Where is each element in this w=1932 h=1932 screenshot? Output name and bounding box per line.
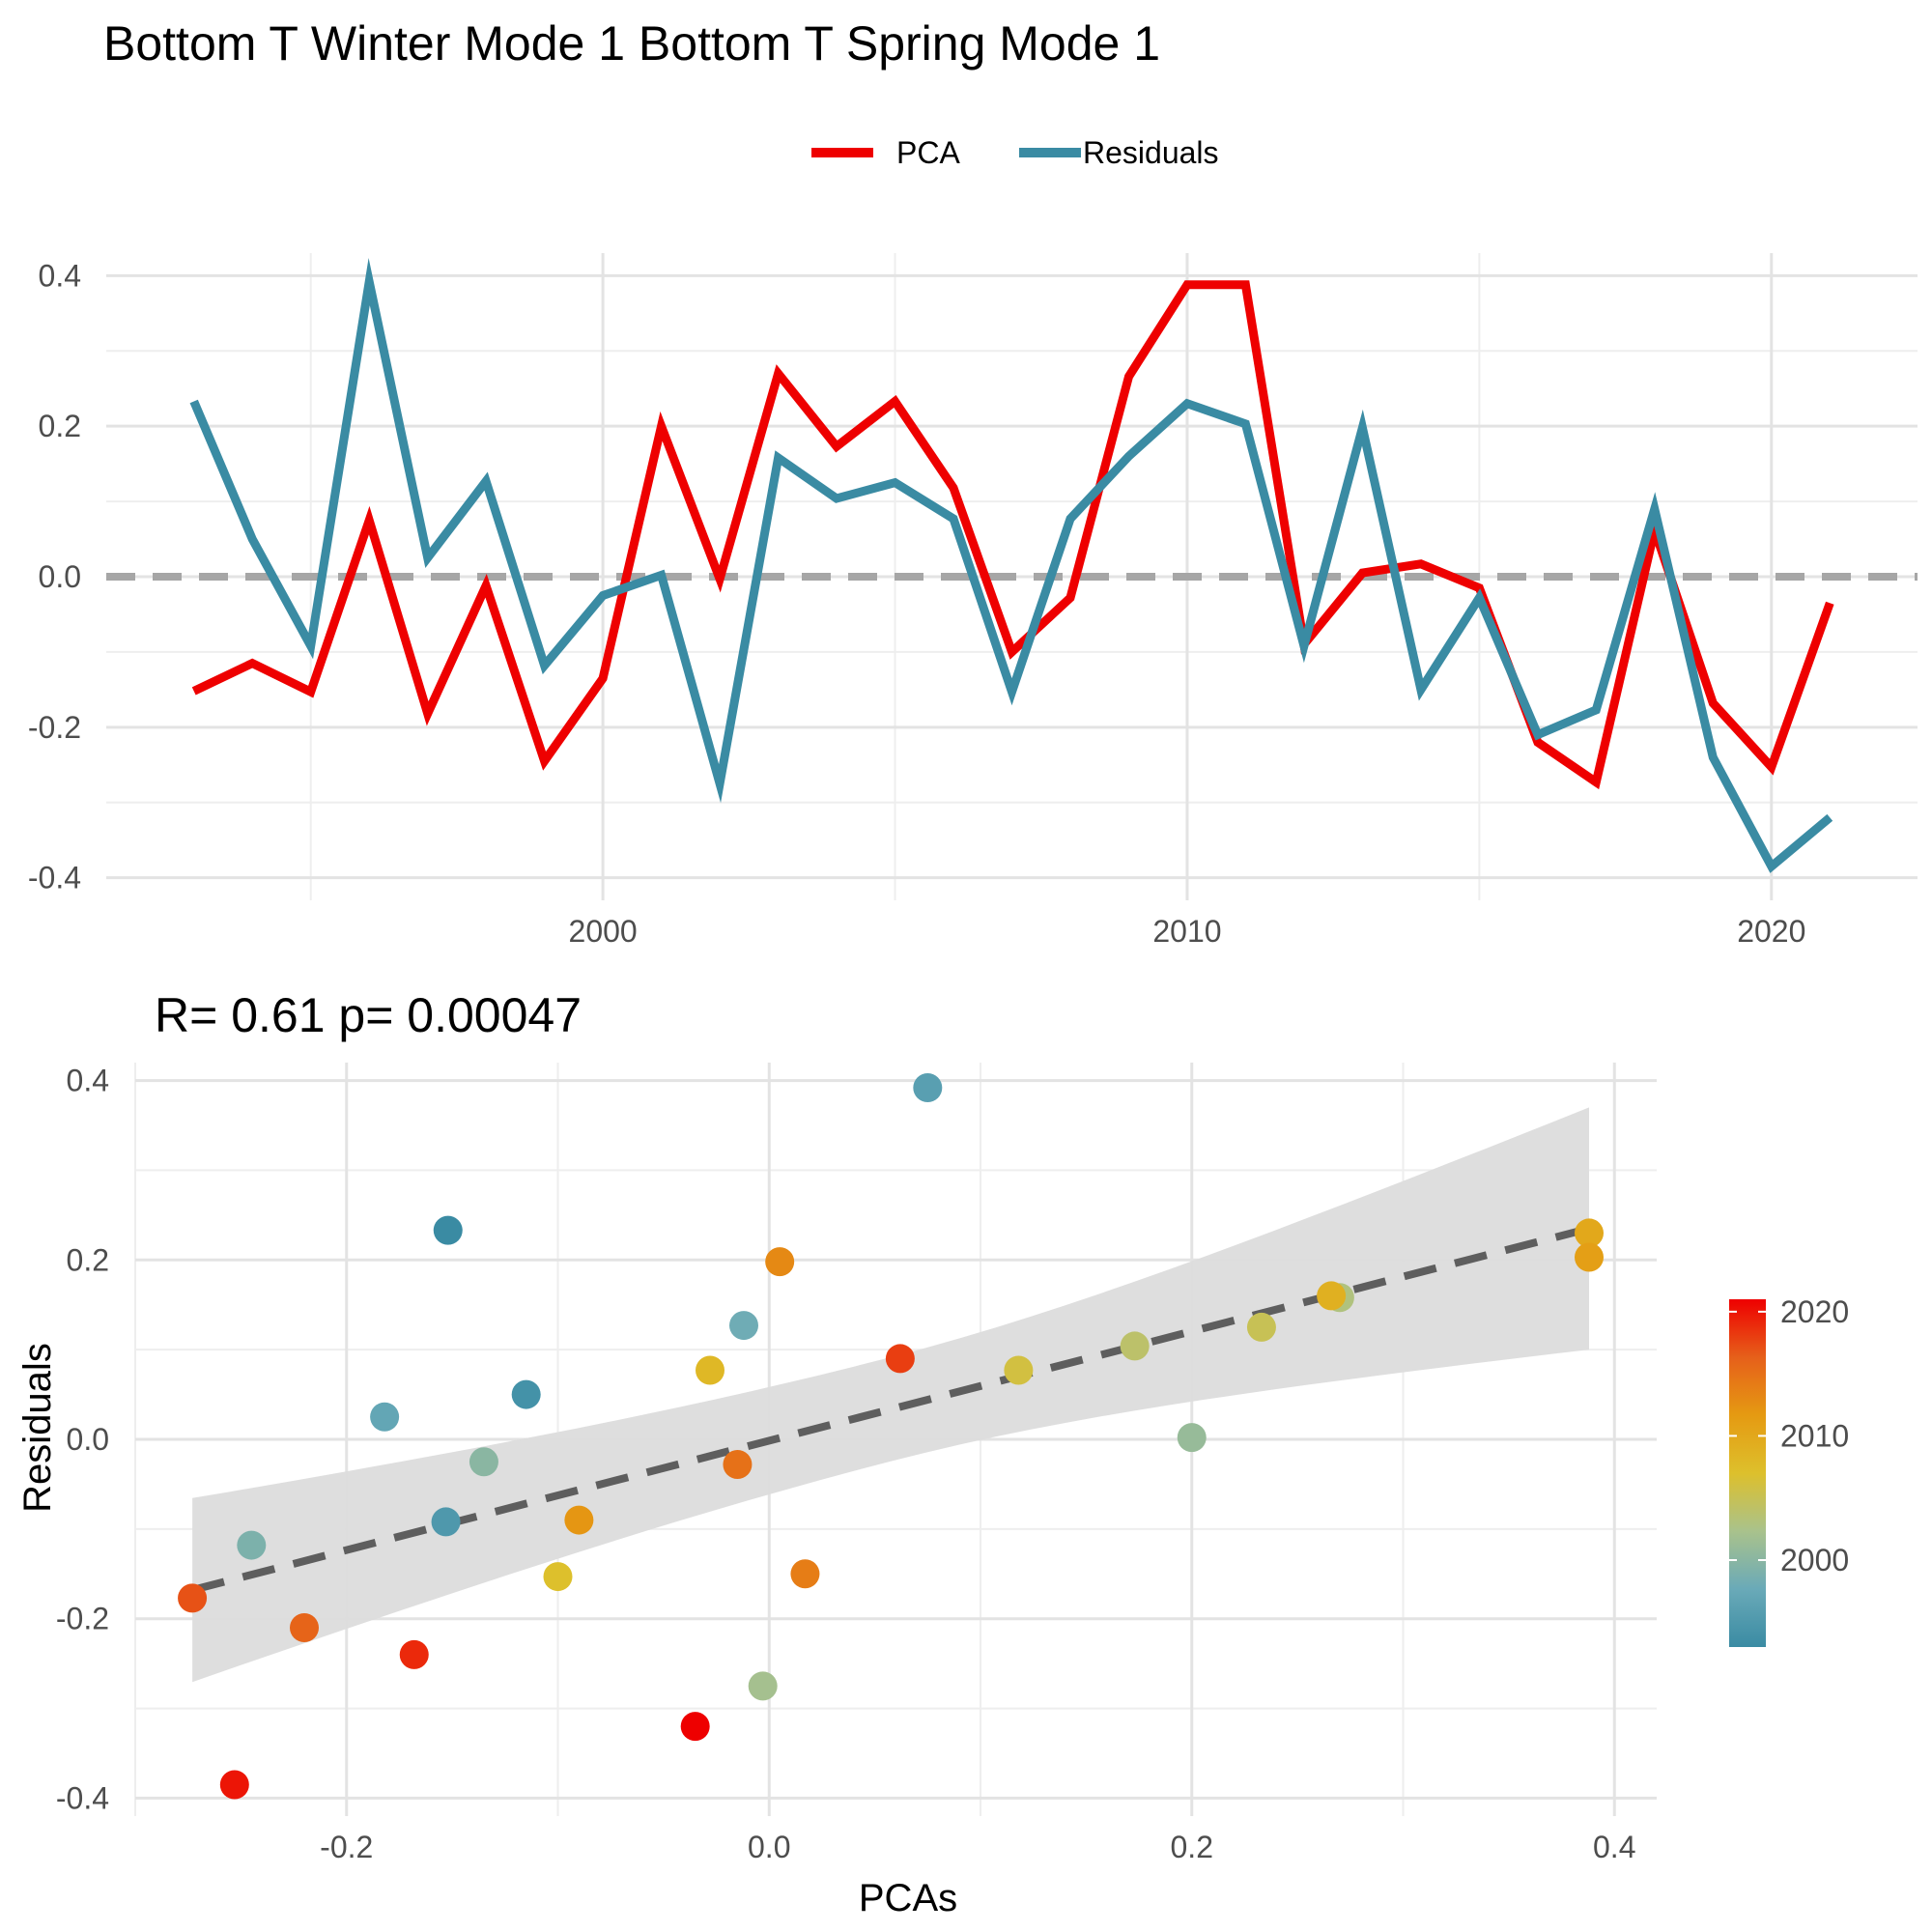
colorbar-ticks: 2000 2010 2020	[1729, 1294, 1849, 1577]
colorbar-tick-label: 2020	[1780, 1294, 1849, 1329]
scatter-point	[723, 1450, 753, 1479]
scatter-x-tick-label: 0.2	[1171, 1830, 1213, 1864]
series-line-residuals	[189, 257, 1833, 873]
y-tick-label: -0.4	[28, 861, 81, 895]
scatter-x-tick-label: 0.4	[1593, 1830, 1635, 1864]
colorbar: 2000 2010 2020	[1729, 1294, 1849, 1647]
y-tick-label: 0.4	[39, 258, 81, 293]
x-tick-label: 2010	[1152, 914, 1221, 949]
scatter-point	[1004, 1355, 1034, 1385]
confidence-band	[192, 1107, 1590, 1683]
scatter-point	[237, 1530, 267, 1560]
line-chart-legend: PCA Residuals	[811, 135, 1219, 170]
x-tick-label: 2020	[1737, 914, 1805, 949]
scatter-point	[431, 1507, 461, 1537]
scatter-point	[748, 1671, 778, 1701]
scatter-point	[219, 1770, 249, 1800]
scatter-subtitle: R= 0.61 p= 0.00047	[155, 988, 582, 1042]
scatter-x-axis-title: PCAs	[859, 1877, 957, 1919]
scatter-x-tick-label: 0.0	[748, 1830, 790, 1864]
x-tick-label: 2000	[569, 914, 638, 949]
line-chart-y-ticks: -0.4 -0.2 0.0 0.2 0.4	[28, 258, 81, 895]
scatter-y-tick-label: 0.0	[67, 1422, 109, 1457]
colorbar-tick-label: 2000	[1780, 1543, 1849, 1577]
scatter-point	[696, 1355, 724, 1385]
scatter-x-ticks: -0.2 0.0 0.2 0.4	[320, 1830, 1635, 1864]
scatter-point	[1575, 1218, 1604, 1248]
scatter-point	[564, 1505, 594, 1535]
scatter-x-tick-label: -0.2	[320, 1830, 373, 1864]
scatter-y-tick-label: 0.4	[67, 1064, 109, 1098]
scatter-y-tick-label: 0.2	[67, 1242, 109, 1277]
scatter-fit-line	[191, 1224, 1591, 1594]
scatter-point	[1177, 1423, 1207, 1453]
scatter-point	[469, 1447, 498, 1477]
scatter-point	[399, 1639, 429, 1669]
scatter-point	[511, 1379, 541, 1409]
scatter-point	[1317, 1281, 1347, 1311]
scatter-confidence-band	[192, 1107, 1590, 1683]
colorbar-gradient	[1729, 1299, 1766, 1647]
series-line-pca	[191, 280, 1834, 790]
scatter-point	[1246, 1312, 1276, 1342]
scatter-point	[885, 1344, 915, 1374]
scatter-point	[729, 1311, 758, 1341]
scatter-y-axis-title: Residuals	[16, 1343, 59, 1513]
figure-title: Bottom T Winter Mode 1 Bottom T Spring M…	[103, 16, 1160, 71]
scatter-point	[1575, 1242, 1604, 1272]
line-chart-x-ticks: 2000 2010 2020	[569, 914, 1806, 949]
y-tick-label: -0.2	[28, 710, 81, 745]
legend-label-residuals: Residuals	[1083, 135, 1219, 170]
scatter-point	[913, 1073, 943, 1102]
legend-label-pca: PCA	[896, 135, 960, 170]
colorbar-tick-label: 2010	[1780, 1418, 1849, 1453]
line-chart-series	[189, 257, 1834, 873]
regression-line	[191, 1224, 1591, 1594]
scatter-point	[433, 1215, 463, 1245]
y-tick-label: 0.2	[39, 409, 81, 443]
scatter-point	[543, 1562, 573, 1592]
scatter-chart: R= 0.61 p= 0.00047 -0.4 -0.2 0.0 0.2 0.4 -0.…	[16, 988, 1849, 1919]
scatter-point	[680, 1712, 710, 1742]
scatter-point	[765, 1247, 795, 1277]
scatter-y-tick-label: -0.2	[56, 1602, 109, 1636]
scatter-point	[1120, 1331, 1150, 1361]
scatter-point	[178, 1583, 208, 1613]
scatter-points	[178, 1073, 1604, 1800]
line-chart: -0.4 -0.2 0.0 0.2 0.4 2000 2010 2020 PCA Resid…	[28, 135, 1918, 949]
y-tick-label: 0.0	[39, 559, 81, 594]
scatter-point	[790, 1559, 820, 1589]
scatter-point	[370, 1402, 400, 1432]
scatter-y-tick-label: -0.4	[56, 1780, 109, 1815]
scatter-y-ticks: -0.4 -0.2 0.0 0.2 0.4	[56, 1064, 109, 1816]
scatter-point	[290, 1613, 319, 1642]
